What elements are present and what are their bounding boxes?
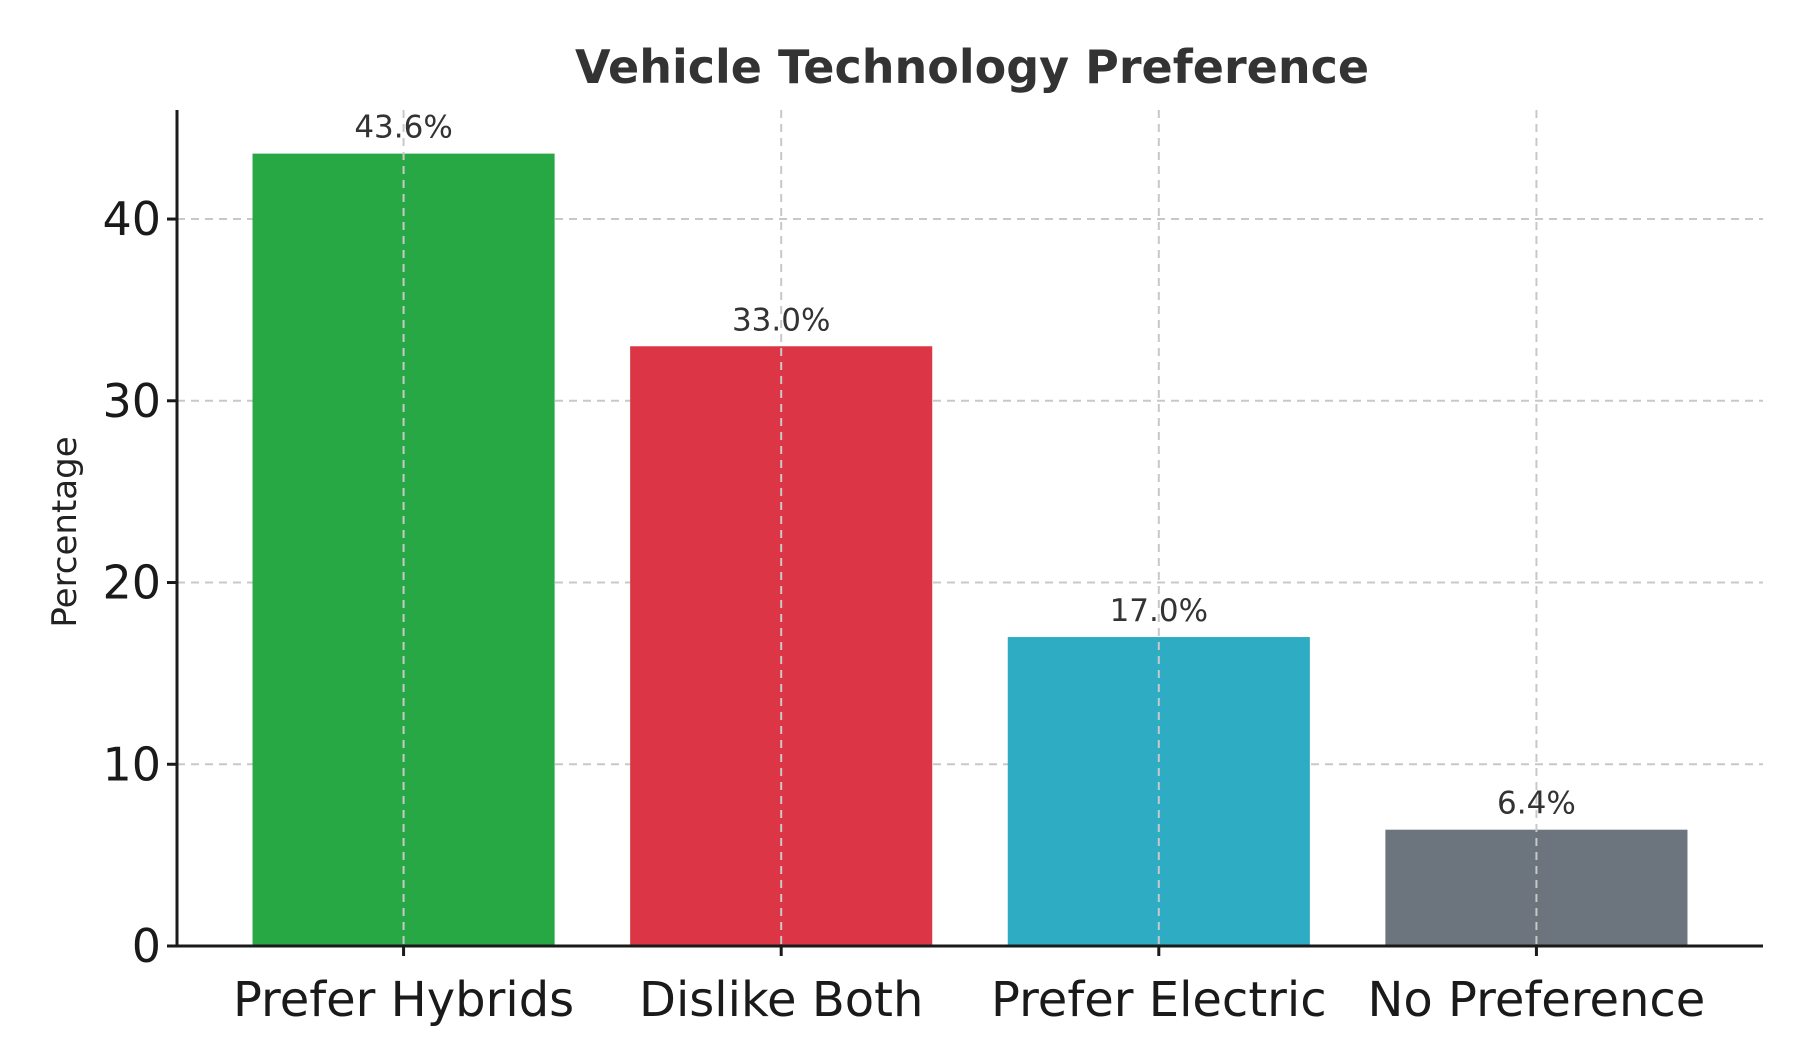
y-tick-label-20: 20 — [102, 556, 161, 610]
y-axis-label: Percentage — [45, 436, 85, 627]
x-tick-label-prefer-hybrids: Prefer Hybrids — [233, 972, 574, 1028]
bars — [252, 153, 1688, 947]
data-label-prefer-hybrids: 43.6% — [354, 110, 452, 146]
axes — [167, 110, 1763, 956]
vertical-grid — [402, 110, 1538, 946]
data-label-prefer-electric: 17.0% — [1110, 593, 1208, 629]
y-tick-label-30: 30 — [102, 374, 161, 428]
y-tick-label-10: 10 — [102, 737, 161, 791]
y-tick-label-40: 40 — [102, 192, 161, 246]
data-label-dislike-both: 33.0% — [732, 302, 830, 338]
labels: 0 10 20 30 40 Prefer Hybrids 43.6% Dislike Both… — [102, 110, 1705, 1028]
x-tick-label-prefer-electric: Prefer Electric — [991, 972, 1327, 1028]
chart-title: Vehicle Technology Preference — [575, 40, 1369, 94]
y-tick-label-0: 0 — [132, 919, 161, 973]
data-label-no-preference: 6.4% — [1497, 786, 1576, 822]
grid — [177, 218, 1763, 766]
x-tick-label-dislike-both: Dislike Both — [639, 972, 923, 1028]
x-tick-label-no-preference: No Preference — [1368, 972, 1706, 1028]
